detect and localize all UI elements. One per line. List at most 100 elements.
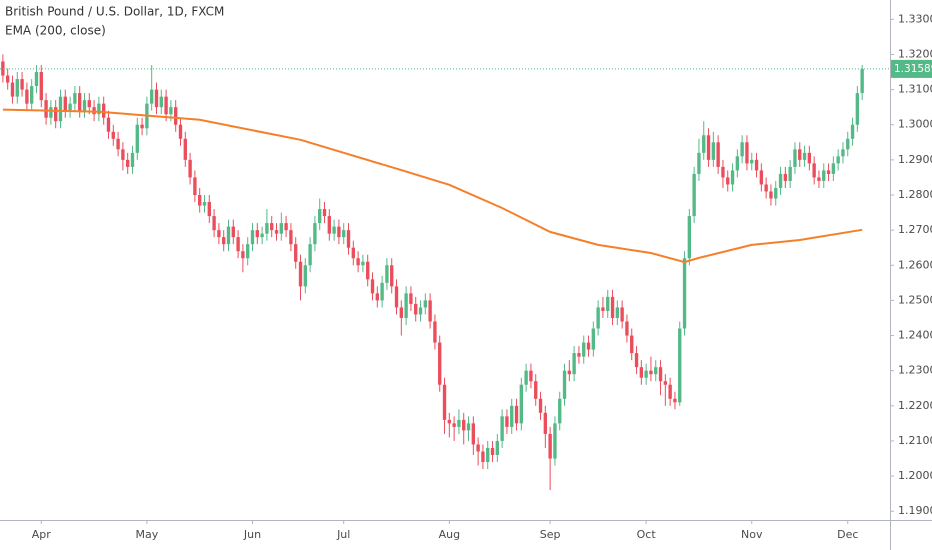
candle-body [807, 152, 812, 164]
candle-body [476, 444, 480, 452]
legend-ema: EMA (200, close) [5, 24, 106, 38]
candle-body [102, 103, 106, 118]
x-tick-label: Jun [243, 528, 261, 541]
candle-body [126, 159, 130, 167]
candle-body [850, 124, 855, 139]
candle-body [169, 107, 173, 115]
candle-body [63, 96, 67, 111]
x-tick-label: Nov [741, 528, 763, 541]
candle-body [265, 223, 269, 234]
candle-body [822, 170, 826, 181]
y-tick-label: 1.20000 [898, 469, 932, 482]
candle-body [375, 293, 379, 301]
candle-body [510, 405, 514, 427]
candle-body [380, 282, 384, 301]
candle-body [15, 79, 19, 97]
candle-body [193, 177, 197, 195]
candle-body [231, 226, 235, 238]
candle-body [250, 230, 255, 245]
candle-body [150, 89, 154, 104]
candle-body [486, 447, 490, 463]
candle-body [390, 265, 394, 287]
candle-body [505, 416, 509, 427]
candle-body [601, 307, 605, 311]
y-tick-label: 1.32000 [898, 47, 932, 60]
candle-body [471, 423, 476, 445]
candle-body [202, 202, 207, 206]
y-tick-label: 1.19000 [898, 504, 932, 517]
candle-body [721, 166, 725, 178]
candle-body [438, 342, 442, 385]
candle-body [174, 107, 178, 125]
candle-body [298, 261, 303, 287]
candle-body [639, 367, 644, 378]
candle-body [462, 419, 466, 431]
candle-body [750, 159, 754, 164]
candle-body [634, 353, 639, 368]
candle-body [754, 159, 759, 171]
candle-body [121, 149, 125, 160]
candle-body [457, 419, 461, 427]
candle-body [236, 237, 240, 252]
candle-body [140, 124, 144, 129]
candle-body [687, 216, 692, 259]
candle-body [284, 223, 288, 231]
candle-body [730, 170, 735, 185]
candle-body [678, 328, 682, 403]
candle-body [217, 230, 221, 238]
candle-body [654, 367, 658, 375]
y-tick-label: 1.30000 [898, 118, 932, 131]
y-tick-label: 1.33000 [898, 12, 932, 25]
candle-body [798, 149, 802, 160]
candle-body [582, 342, 586, 357]
candle-body [572, 353, 576, 375]
candle-body [711, 142, 716, 160]
candle-body [644, 370, 648, 378]
candle-body [658, 367, 663, 382]
candle-body [97, 103, 101, 115]
candle-body [313, 223, 317, 245]
candle-body [452, 423, 456, 427]
y-tick-label: 1.21000 [898, 434, 932, 447]
candle-body [78, 93, 82, 111]
candle-body [34, 72, 39, 87]
candle-body [606, 296, 610, 311]
candle-body [726, 177, 730, 185]
candle-body [500, 416, 504, 441]
candle-body [759, 170, 764, 185]
candle-body [6, 75, 10, 83]
candle-body [414, 303, 418, 315]
candle-body [663, 381, 668, 385]
candle-body [553, 423, 557, 459]
candle-body [519, 384, 524, 424]
candle-body [394, 286, 399, 308]
candle-body [322, 209, 327, 217]
candle-body [433, 321, 437, 343]
candle-body [135, 124, 139, 153]
candle-body [246, 244, 250, 259]
candle-body [73, 93, 77, 104]
candle-body [30, 86, 34, 104]
candle-body [682, 258, 687, 329]
candle-body [668, 384, 672, 399]
x-tick-label: Sep [540, 528, 561, 541]
candle-body [58, 96, 63, 122]
candle-body [783, 173, 788, 181]
y-tick-label: 1.23000 [898, 364, 932, 377]
candle-body [673, 398, 677, 403]
y-tick-label: 1.28000 [898, 188, 932, 201]
candle-body [788, 166, 792, 181]
candle-body [111, 131, 115, 139]
y-tick-label: 1.29000 [898, 153, 932, 166]
candle-body [524, 370, 528, 385]
candle-body [39, 72, 43, 101]
candle-body [409, 293, 413, 304]
candle-body [361, 261, 365, 266]
ema-line [2, 108, 863, 264]
candle-body [241, 251, 245, 259]
candle-body [442, 384, 447, 420]
candle-body [399, 307, 403, 318]
candle-body [769, 191, 773, 199]
